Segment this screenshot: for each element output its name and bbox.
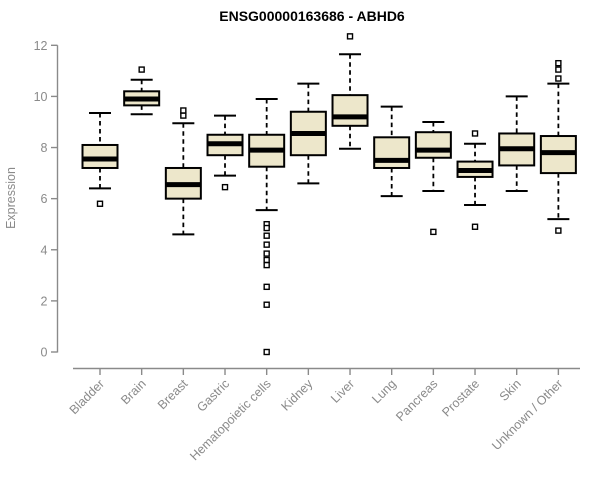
outlier-point: [555, 227, 562, 234]
box-hematopoietic-cells: [248, 97, 286, 356]
outlier-point: [263, 241, 270, 248]
x-tick-label: Kidney: [279, 376, 316, 413]
box-bladder: [81, 112, 119, 207]
outlier-point: [138, 66, 145, 73]
outlier-point: [346, 33, 354, 40]
box-marks-group: [81, 33, 577, 356]
outlier-point: [471, 130, 479, 137]
y-tick-label: 4: [41, 243, 48, 257]
y-axis-label: Expression: [4, 167, 18, 229]
x-tick-label: Prostate: [439, 377, 482, 420]
outlier-point: [471, 223, 479, 230]
box-breast: [164, 107, 202, 236]
outlier-point: [221, 183, 229, 191]
iqr-box: [331, 94, 369, 127]
outlier-point: [263, 232, 270, 239]
box-pancreas: [414, 120, 452, 236]
outlier-point: [96, 200, 104, 207]
box-kidney: [289, 82, 327, 185]
y-tick-label: 0: [41, 346, 48, 360]
iqr-box: [414, 131, 452, 159]
outlier-point: [180, 107, 187, 114]
x-tick-label: Bladder: [67, 377, 107, 417]
box-lung: [373, 105, 411, 198]
axes-group: 0 2 4 6 8 10 12 Bladder Brain Breast GastricHemato…: [34, 39, 580, 463]
x-tick-label: Liver: [328, 377, 357, 406]
x-tick-label: Hematopoietic cells: [187, 377, 274, 464]
iqr-box: [81, 143, 119, 169]
outlier-point: [263, 283, 270, 291]
outlier-point: [555, 59, 562, 67]
x-tick-label: Breast: [155, 376, 191, 412]
outlier-point: [555, 66, 562, 73]
y-tick-label: 6: [41, 192, 48, 206]
iqr-box: [373, 136, 411, 169]
y-tick-label: 8: [41, 141, 48, 155]
outlier-point: [430, 228, 437, 236]
outlier-point: [180, 112, 187, 119]
x-tick-label: Pancreas: [393, 377, 440, 424]
x-tick-label: Lung: [369, 377, 399, 407]
box-gastric: [206, 114, 244, 191]
outlier-point: [555, 75, 562, 82]
outlier-point: [263, 348, 270, 356]
y-tick-label: 10: [34, 90, 48, 104]
box-brain: [123, 66, 161, 116]
y-tick-label: 2: [41, 294, 48, 308]
outlier-point: [263, 224, 270, 232]
outlier-point: [263, 261, 270, 269]
x-tick-label: Gastric: [194, 377, 232, 415]
x-tick-label: Brain: [118, 377, 149, 408]
outlier-point: [263, 301, 270, 308]
chart-title: ENSG00000163686 - ABHD6: [219, 8, 405, 24]
outlier-point: [263, 256, 270, 264]
x-tick-label: Unknown / Other: [489, 377, 565, 453]
y-tick-label: 12: [34, 39, 48, 53]
box-skin: [498, 95, 536, 192]
x-tick-label: Skin: [497, 377, 524, 404]
box-liver: [331, 33, 369, 150]
box-prostate: [456, 130, 494, 230]
outlier-point: [263, 250, 270, 257]
box-unknown-other: [539, 59, 577, 234]
